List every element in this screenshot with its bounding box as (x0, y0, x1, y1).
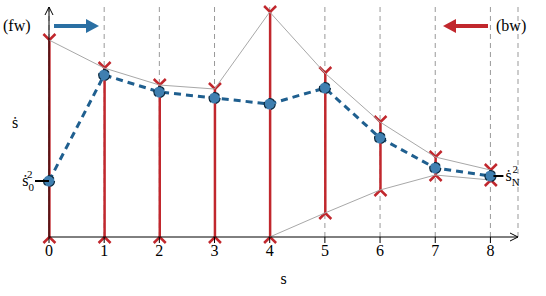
svg-text:ṡN2: ṡN2 (505, 163, 519, 188)
svg-text:(fw): (fw) (8, 17, 31, 35)
svg-text:5: 5 (321, 242, 329, 259)
svg-text:4: 4 (266, 242, 274, 259)
svg-text:1: 1 (100, 242, 108, 259)
svg-text:ṡ02: ṡ02 (22, 168, 34, 193)
svg-text:(bw): (bw) (496, 17, 526, 35)
svg-text:6: 6 (376, 242, 384, 259)
svg-text:ṡ: ṡ (12, 114, 18, 131)
svg-text:2: 2 (155, 242, 163, 259)
svg-text:3: 3 (211, 242, 219, 259)
svg-text:0: 0 (45, 242, 53, 259)
svg-text:7: 7 (431, 242, 439, 259)
svg-text:8: 8 (486, 242, 494, 259)
svg-text:s: s (280, 270, 286, 287)
